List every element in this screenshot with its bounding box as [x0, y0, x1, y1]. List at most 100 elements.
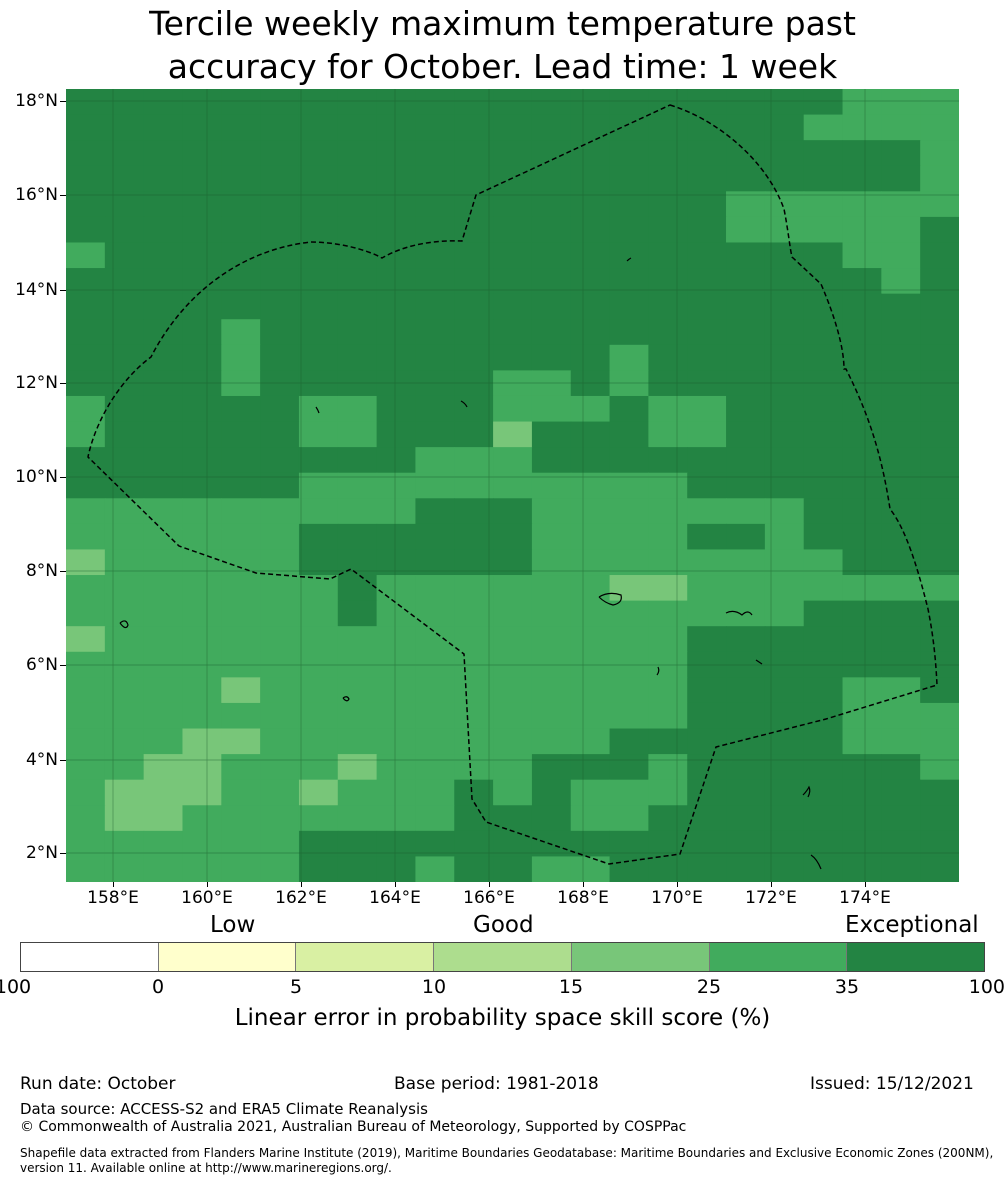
grid-cell	[221, 114, 261, 141]
grid-cell	[182, 472, 222, 499]
grid-cell	[221, 549, 261, 576]
grid-cell	[493, 702, 533, 730]
grid-cell	[376, 498, 417, 525]
grid-cell	[687, 805, 727, 832]
grid-cell	[493, 472, 533, 499]
lat-tick-mark	[60, 665, 66, 666]
grid-cell	[298, 549, 339, 576]
grid-cell	[298, 344, 339, 371]
grid-cell	[570, 779, 611, 806]
grid-cell	[493, 242, 533, 269]
grid-cell	[687, 626, 727, 653]
grid-cell	[104, 856, 145, 882]
grid-cell	[104, 421, 145, 448]
lat-tick-label: 2°N	[25, 843, 58, 863]
grid-cell	[570, 805, 611, 832]
grid-cell	[415, 293, 455, 320]
grid-cell	[337, 856, 378, 882]
grid-cell	[415, 677, 455, 704]
grid-cell	[376, 728, 417, 755]
grid-cell	[337, 421, 378, 448]
grid-cell	[493, 421, 533, 448]
grid-cell	[609, 498, 649, 525]
grid-cell	[609, 754, 649, 781]
lon-tick-mark	[583, 882, 584, 887]
grid-cell	[920, 728, 959, 755]
grid-cell	[415, 319, 455, 346]
grid-cell	[376, 191, 417, 218]
grid-cell	[221, 216, 261, 244]
grid-cell	[298, 447, 339, 474]
grid-cell	[143, 216, 184, 244]
grid-cell	[493, 549, 533, 576]
grid-cell	[531, 498, 572, 525]
grid-cell	[726, 549, 766, 576]
grid-cell	[764, 370, 805, 397]
grid-cell	[648, 370, 688, 397]
grid-cell	[221, 575, 261, 602]
grid-cell	[570, 856, 611, 882]
grid-cell	[337, 165, 378, 192]
grid-cell	[609, 728, 649, 755]
grid-cell	[726, 140, 766, 167]
grid-cell	[493, 89, 533, 116]
grid-cell	[764, 319, 805, 346]
lon-tick-label: 174°E	[839, 888, 891, 908]
grid-cell	[687, 191, 727, 218]
grid-cell	[609, 395, 649, 423]
grid-cell	[260, 114, 300, 141]
grid-cell	[764, 523, 805, 551]
grid-cell	[570, 472, 611, 499]
grid-cell	[726, 779, 766, 806]
grid-cell	[182, 242, 222, 269]
grid-cell	[881, 191, 921, 218]
grid-cell	[415, 370, 455, 397]
lon-tick-label: 166°E	[463, 888, 515, 908]
grid-cell	[221, 677, 261, 704]
grid-cell	[66, 165, 106, 192]
grid-cell	[842, 114, 882, 141]
grid-cell	[493, 191, 533, 218]
grid-cell	[803, 702, 844, 730]
grid-cell	[376, 344, 417, 371]
grid-cell	[842, 165, 882, 192]
grid-cell	[415, 805, 455, 832]
grid-cell	[66, 523, 106, 551]
grid-cell	[221, 805, 261, 832]
grid-cell	[687, 728, 727, 755]
grid-cell	[221, 344, 261, 371]
grid-cell	[415, 523, 455, 551]
grid-cell	[803, 191, 844, 218]
grid-cell	[182, 779, 222, 806]
run-date: Run date: October	[20, 1074, 176, 1094]
grid-cell	[298, 626, 339, 653]
lat-tick-mark	[60, 571, 66, 572]
grid-cell	[337, 395, 378, 423]
grid-cell	[609, 472, 649, 499]
grid-cell	[182, 856, 222, 882]
grid-cell	[920, 165, 959, 192]
grid-cell	[298, 216, 339, 244]
grid-cell	[415, 575, 455, 602]
grid-cell	[881, 319, 921, 346]
grid-cell	[143, 140, 184, 167]
grid-cell	[531, 140, 572, 167]
grid-cell	[298, 421, 339, 448]
grid-cell	[104, 754, 145, 781]
grid-cell	[104, 626, 145, 653]
base-period: Base period: 1981-2018	[394, 1074, 599, 1094]
grid-cell	[531, 575, 572, 602]
grid-cell	[143, 165, 184, 192]
grid-cell	[531, 114, 572, 141]
grid-cell	[337, 216, 378, 244]
colorbar-tick-label: 5	[289, 976, 303, 998]
grid-cell	[648, 191, 688, 218]
grid-cell	[842, 779, 882, 806]
grid-cell	[531, 191, 572, 218]
grid-cell	[609, 575, 649, 602]
grid-cell	[454, 370, 494, 397]
grid-cell	[66, 447, 106, 474]
lat-tick-mark	[60, 477, 66, 478]
grid-cell	[842, 702, 882, 730]
grid-cell	[726, 728, 766, 755]
